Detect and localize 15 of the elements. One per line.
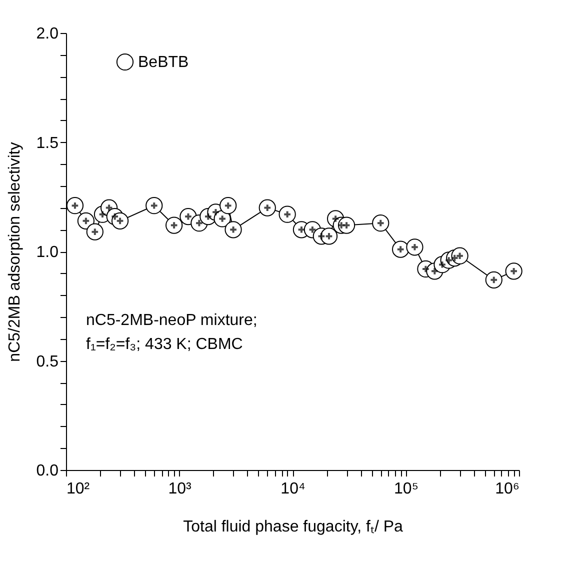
- y-tick-label: 1.0: [36, 244, 59, 261]
- y-tick-label: 1.5: [36, 134, 59, 152]
- x-tick-label: 10⁵: [394, 480, 418, 498]
- y-tick-label: 2.0: [36, 26, 59, 42]
- y-tick-label: 0.5: [36, 353, 59, 370]
- y-axis-title: nC5/2MB adsorption selectivity: [6, 142, 24, 362]
- x-tick-label: 10³: [168, 480, 192, 498]
- y-tick-label: 0.0: [36, 462, 59, 480]
- x-tick-label: 10²: [66, 480, 90, 498]
- x-axis-title: Total fluid phase fugacity, fₜ/ Pa: [183, 518, 404, 536]
- annotation: f₁=f₂=f₃; 433 K; CBMC: [86, 336, 243, 353]
- legend-label: BeBTB: [138, 54, 189, 71]
- x-tick-label: 10⁴: [280, 480, 306, 498]
- x-tick-label: 10⁶: [495, 480, 520, 498]
- annotation: nC5-2MB-neoP mixture;: [86, 312, 258, 329]
